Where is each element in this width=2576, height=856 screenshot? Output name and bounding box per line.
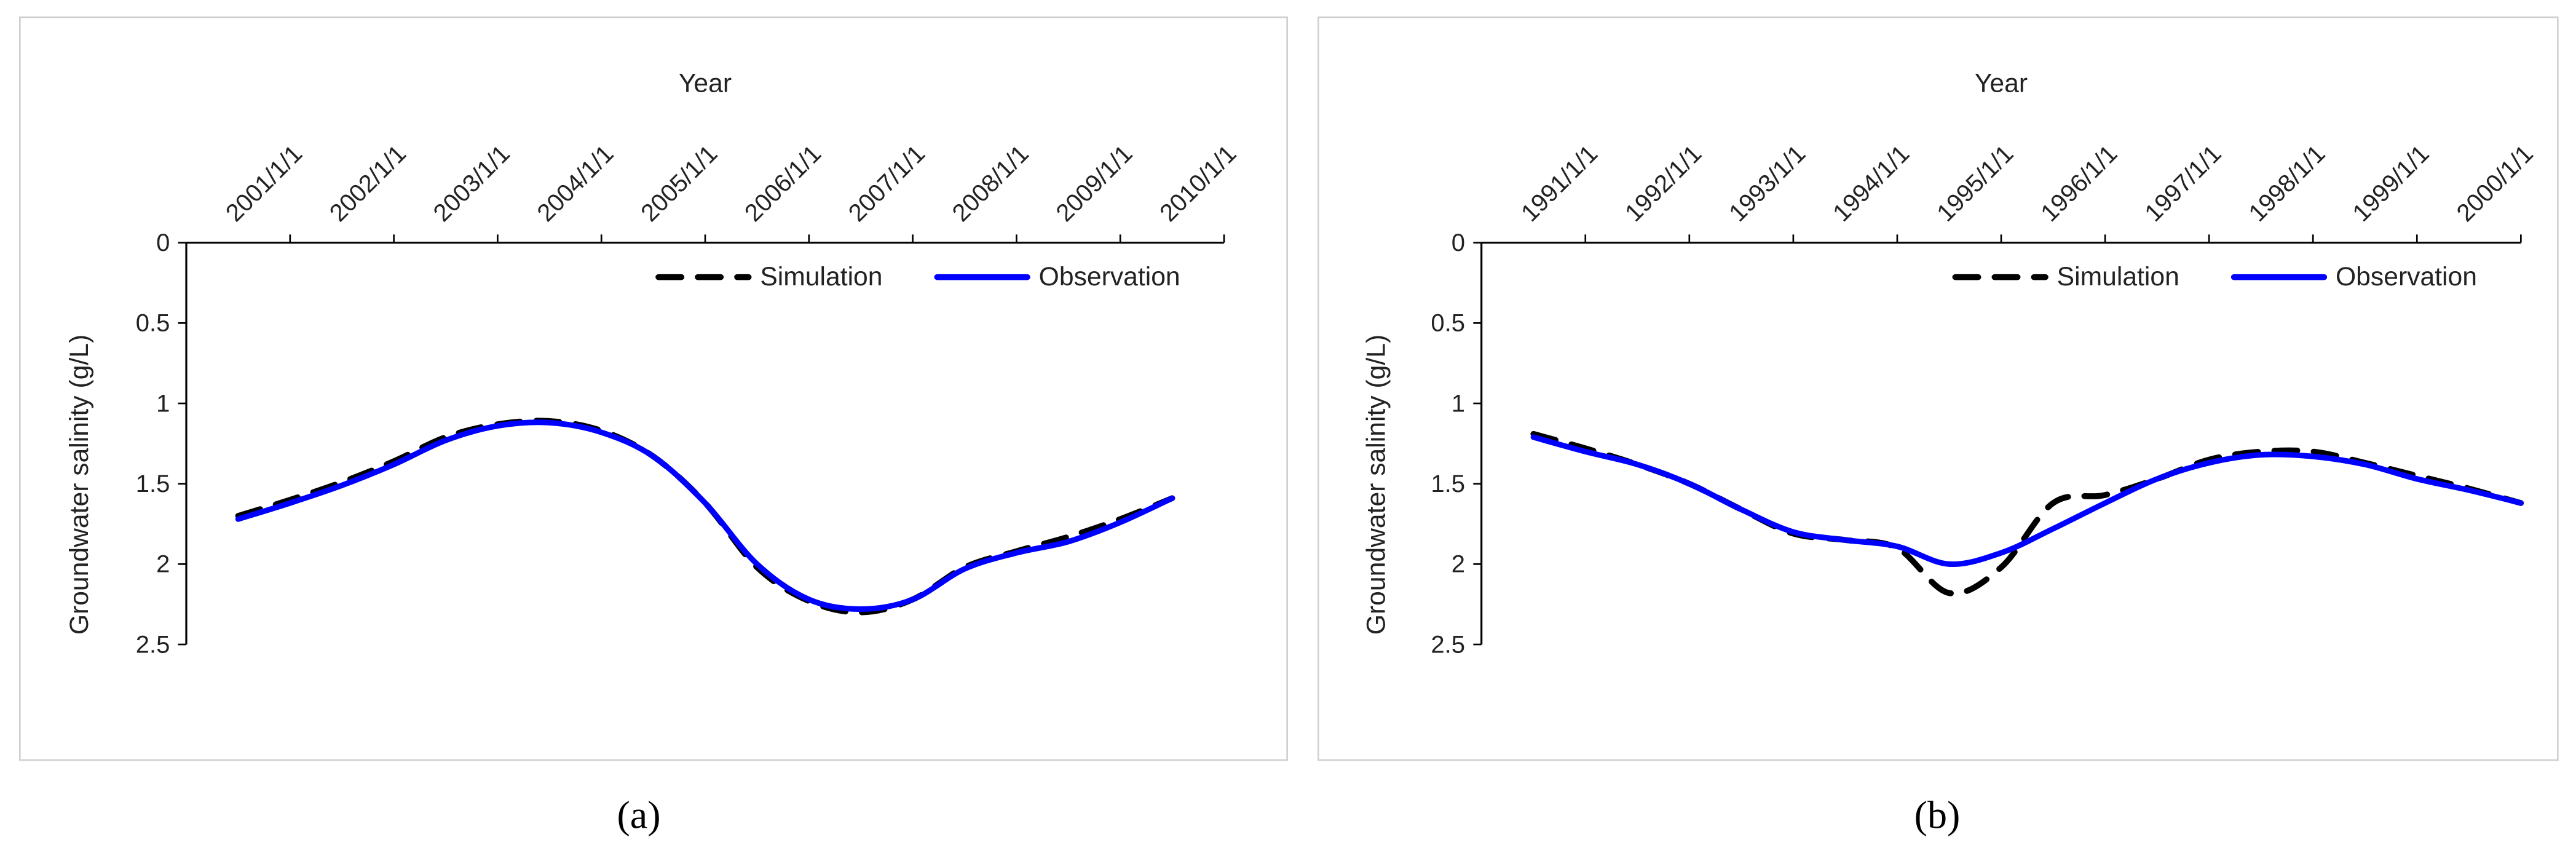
x-axis-title: Year bbox=[1975, 68, 2028, 98]
x-axis-title: Year bbox=[679, 68, 732, 98]
y-tick-label: 1 bbox=[156, 390, 170, 417]
y-tick-label: 0.5 bbox=[136, 310, 170, 337]
panel-label: (a) bbox=[617, 793, 660, 837]
y-tick-label: 2 bbox=[1452, 551, 1465, 578]
y-tick-label: 2.5 bbox=[1431, 631, 1465, 658]
y-axis-title: Groundwater salinity (g/L) bbox=[1361, 335, 1391, 635]
series-line bbox=[235, 419, 1175, 612]
panel-label: (b) bbox=[1914, 793, 1961, 837]
panel-frame bbox=[1318, 16, 2559, 761]
y-tick-label: 0.5 bbox=[1431, 310, 1465, 337]
y-tick-label: 1.5 bbox=[136, 470, 170, 497]
legend-label: Observation bbox=[2336, 262, 2477, 291]
legend-label: Simulation bbox=[760, 262, 882, 291]
legend-label: Observation bbox=[1039, 262, 1180, 291]
panel-frame bbox=[19, 16, 1288, 761]
y-tick-label: 0 bbox=[1452, 229, 1465, 256]
y-tick-label: 0 bbox=[156, 229, 170, 256]
legend-label: Simulation bbox=[2057, 262, 2179, 291]
y-tick-label: 1.5 bbox=[1431, 470, 1465, 497]
y-tick-label: 2.5 bbox=[136, 631, 170, 658]
series-line bbox=[1530, 434, 2524, 568]
y-tick-label: 2 bbox=[156, 551, 170, 578]
y-tick-label: 1 bbox=[1452, 390, 1465, 417]
y-axis-title: Groundwater salinity (g/L) bbox=[65, 335, 94, 635]
